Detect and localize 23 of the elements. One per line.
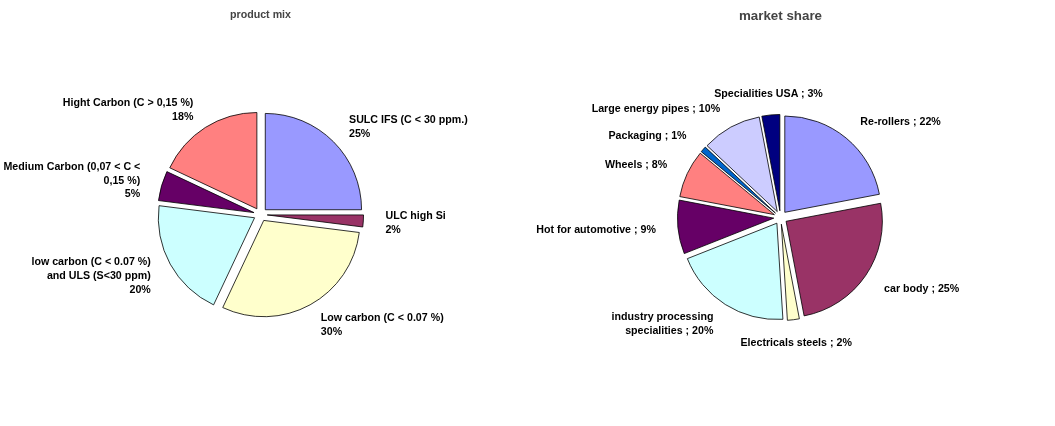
data-label: 2% (385, 223, 402, 236)
slice-label: ULC high Si (385, 209, 446, 222)
slice-label: car body ; 25% (884, 281, 960, 294)
data-label: 30% (320, 325, 343, 338)
chart-title: product mix (230, 7, 292, 20)
slice-label: industry processing specialities ; 20% (611, 310, 714, 337)
slice-label: Specialities USA ; 3% (714, 86, 824, 99)
slice-label: Large energy pipes ; 10% (591, 101, 721, 114)
slice-label: low carbon (C < 0.07 %) and ULS (S<30 ppm) (31, 255, 152, 281)
data-label: 18% (172, 109, 194, 122)
slice-label: Re-rollers ; 22% (860, 114, 942, 127)
slice-label: Medium Carbon (0,07 < C < 0,15 %) (3, 159, 141, 186)
slice-label: Hot for automotive ; 9% (536, 223, 657, 236)
slice-label: SULC IFS (C < 30 ppm.) (349, 112, 469, 125)
slice-label: Electricals steels ; 2% (740, 335, 853, 348)
data-label: 5% (124, 187, 141, 200)
slice-label: Packaging ; 1% (608, 128, 688, 141)
slice-label: Wheels ; 8% (605, 158, 668, 171)
chart-title: market share (739, 7, 822, 23)
data-label: 20% (129, 282, 152, 295)
slice-label: Low carbon (C < 0.07 %) (320, 311, 445, 324)
slice-label: Hight Carbon (C > 0,15 %) (62, 95, 194, 108)
data-label: 25% (349, 126, 371, 139)
